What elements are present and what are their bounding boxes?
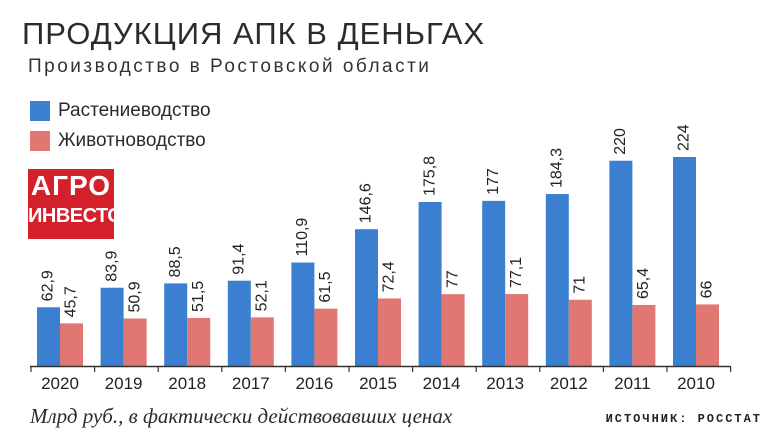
bar-livestock-2017 — [250, 317, 274, 366]
x-tick-label-2011: 2011 — [614, 374, 651, 393]
bar-livestock-2014 — [441, 294, 465, 366]
value-label-crop-2020: 62,9 — [40, 270, 57, 301]
x-tick-label-2014: 2014 — [423, 374, 461, 393]
legend-label-livestock: Животноводство — [58, 130, 206, 151]
bar-livestock-2013 — [505, 294, 529, 366]
value-label-livestock-2014: 77 — [444, 270, 461, 288]
value-label-livestock-2016: 61,5 — [317, 271, 334, 302]
value-label-crop-2018: 88,5 — [167, 246, 184, 277]
x-tick-label-2018: 2018 — [168, 374, 206, 393]
value-label-livestock-2017: 52,1 — [254, 280, 271, 311]
logo-line-2: ИНВЕСТОР — [28, 205, 136, 227]
x-tick-label-2017: 2017 — [232, 374, 270, 393]
bar-livestock-2015 — [378, 298, 401, 366]
bar-crop-2012 — [545, 194, 569, 366]
bar-crop-2018 — [164, 283, 188, 366]
value-label-livestock-2020: 45,7 — [63, 286, 80, 317]
bar-crop-2020 — [37, 307, 60, 366]
value-label-livestock-2011: 65,4 — [635, 268, 652, 299]
chart-subtitle: Производство в Ростовской области — [28, 56, 432, 77]
value-label-crop-2010: 224 — [676, 124, 693, 151]
legend-swatch-crop — [30, 101, 50, 121]
bar-crop-2014 — [418, 201, 442, 366]
value-label-livestock-2010: 66 — [699, 281, 716, 299]
legend-label-crop: Растениеводство — [58, 100, 211, 121]
bar-crop-2016 — [291, 262, 315, 366]
x-tick-label-2010: 2010 — [677, 374, 715, 393]
x-tick-label-2013: 2013 — [486, 374, 524, 393]
value-label-crop-2017: 91,4 — [231, 243, 248, 274]
value-label-livestock-2013: 77,1 — [508, 257, 525, 288]
x-tick-label-2012: 2012 — [550, 374, 588, 393]
bar-crop-2011 — [609, 160, 633, 366]
legend-swatch-livestock — [30, 131, 50, 151]
x-tick-label-2019: 2019 — [105, 374, 143, 393]
bar-crop-2015 — [355, 229, 378, 366]
footnote: Млрд руб., в фактически действовавших це… — [30, 404, 453, 428]
value-label-crop-2016: 110,9 — [294, 218, 311, 257]
value-label-crop-2014: 175,8 — [421, 156, 438, 196]
value-label-crop-2015: 146,6 — [358, 183, 375, 223]
legend-item-crop: Растениеводство — [30, 98, 211, 124]
bar-livestock-2018 — [187, 317, 211, 366]
bar-crop-2019 — [100, 287, 124, 366]
value-label-livestock-2018: 51,5 — [190, 281, 207, 312]
bar-crop-2010 — [673, 157, 696, 366]
bar-crop-2017 — [227, 280, 251, 366]
legend-item-livestock: Животноводство — [30, 128, 211, 154]
source-credit: ИСТОЧНИК: РОССТАТ — [605, 412, 762, 426]
value-label-crop-2012: 184,3 — [549, 148, 566, 188]
x-tick-label-2016: 2016 — [295, 374, 333, 393]
agroinvestor-logo: АГРО ИНВЕСТОР — [28, 169, 136, 239]
value-label-crop-2019: 83,9 — [103, 250, 120, 281]
logo-line-1: АГРО — [30, 170, 112, 201]
value-label-livestock-2015: 72,4 — [381, 261, 398, 292]
value-label-crop-2013: 177 — [485, 168, 502, 195]
value-label-crop-2011: 220 — [612, 128, 629, 155]
bar-livestock-2010 — [696, 304, 719, 366]
bar-livestock-2011 — [632, 304, 656, 366]
bar-livestock-2020 — [60, 323, 83, 366]
legend: Растениеводство Животноводство — [30, 98, 211, 158]
value-label-livestock-2019: 50,9 — [126, 281, 143, 312]
chart-title: ПРОДУКЦИЯ АПК В ДЕНЬГАХ — [22, 16, 486, 51]
x-tick-label-2015: 2015 — [359, 374, 397, 393]
bar-crop-2013 — [482, 200, 506, 366]
bar-livestock-2019 — [123, 318, 147, 366]
x-tick-label-2020: 2020 — [41, 374, 79, 393]
bar-livestock-2016 — [314, 308, 338, 366]
bar-livestock-2012 — [568, 299, 592, 366]
value-label-livestock-2012: 71 — [572, 276, 589, 294]
